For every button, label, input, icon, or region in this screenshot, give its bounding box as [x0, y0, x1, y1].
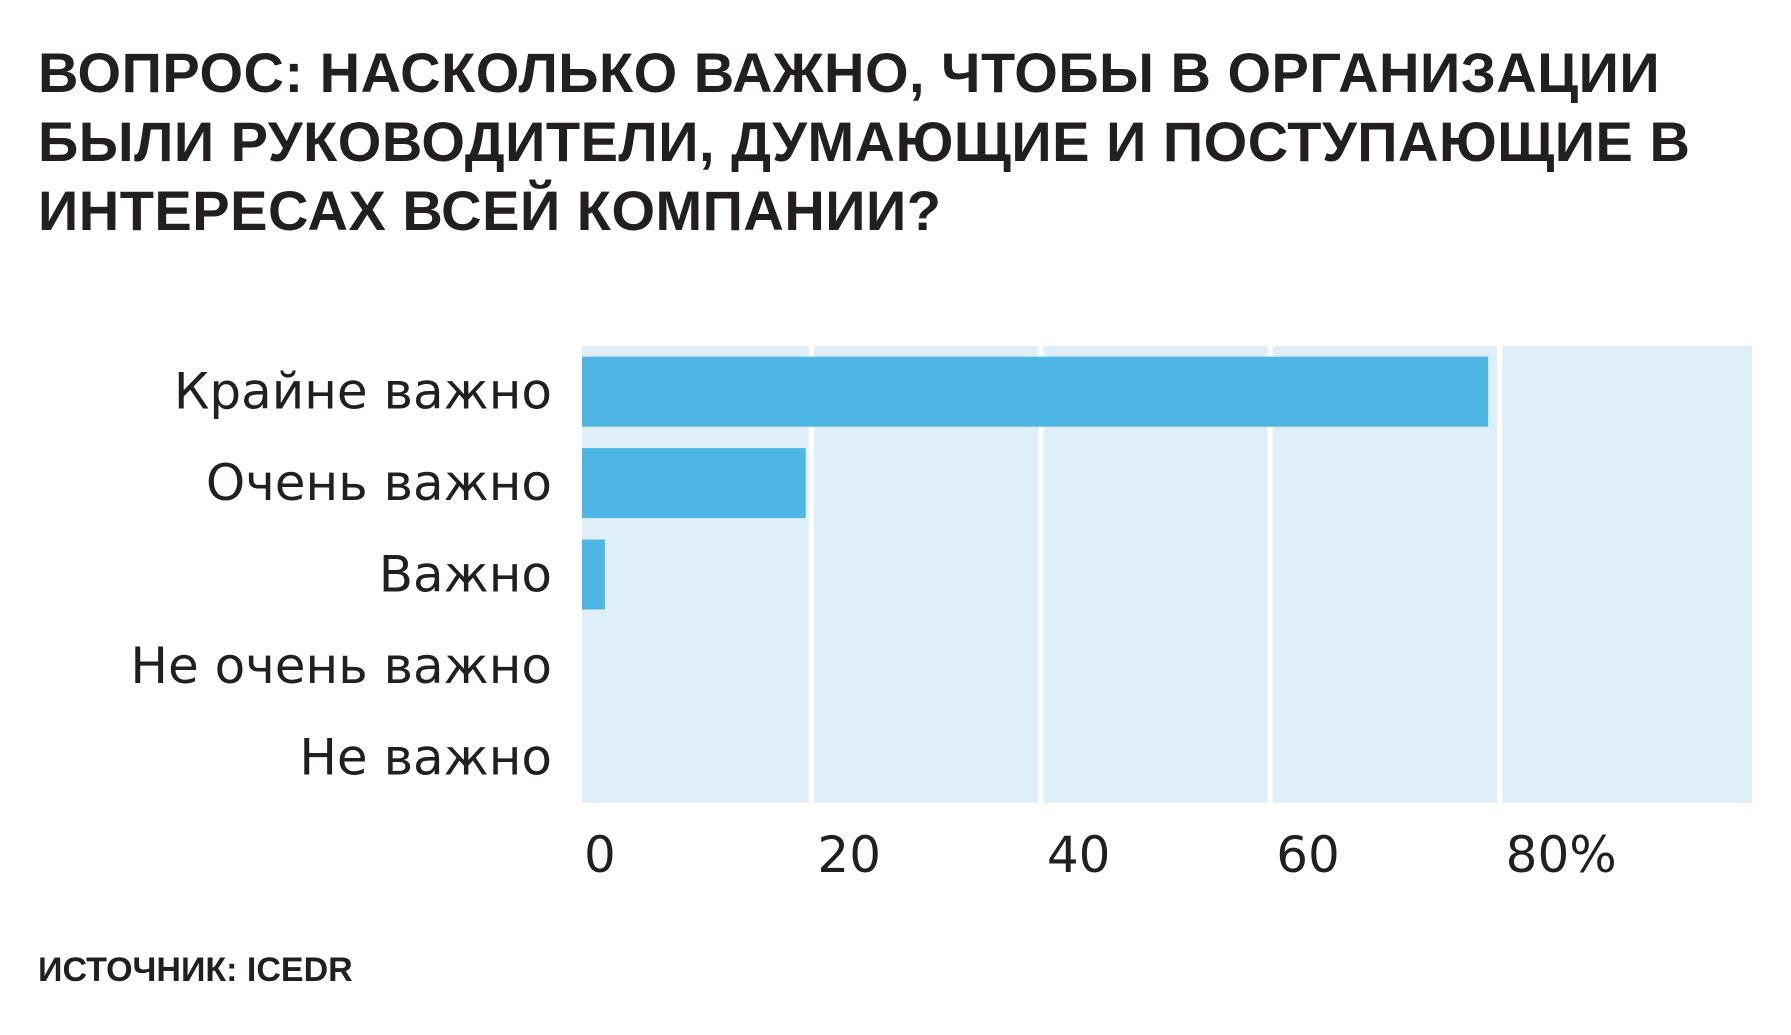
x-tick-label-80: 80% — [1506, 826, 1617, 884]
category-label-1: Крайне важно — [174, 363, 552, 421]
bar-2 — [582, 448, 806, 519]
category-labels: Крайне важно Очень важно Важно Не очень важ… — [130, 363, 552, 787]
x-axis-tick-labels: 0 20 40 60 80% — [584, 826, 1617, 884]
source-note: ИСТОЧНИК: ICEDR — [38, 951, 353, 989]
x-tick-label-40: 40 — [1047, 826, 1111, 884]
chart-title: ВОПРОС: НАСКОЛЬКО ВАЖНО, ЧТОБЫ В ОРГАНИЗ… — [38, 41, 1691, 242]
x-tick-label-20: 20 — [817, 826, 881, 884]
bar-1 — [582, 356, 1489, 427]
category-label-4: Не очень важно — [130, 637, 552, 695]
bars — [582, 356, 1489, 610]
category-label-3: Важно — [379, 546, 552, 604]
category-label-5: Не важно — [299, 728, 552, 786]
x-tick-label-60: 60 — [1276, 826, 1340, 884]
bar-3 — [582, 539, 605, 610]
category-label-2: Очень важно — [206, 454, 552, 512]
x-tick-label-0: 0 — [584, 826, 616, 884]
